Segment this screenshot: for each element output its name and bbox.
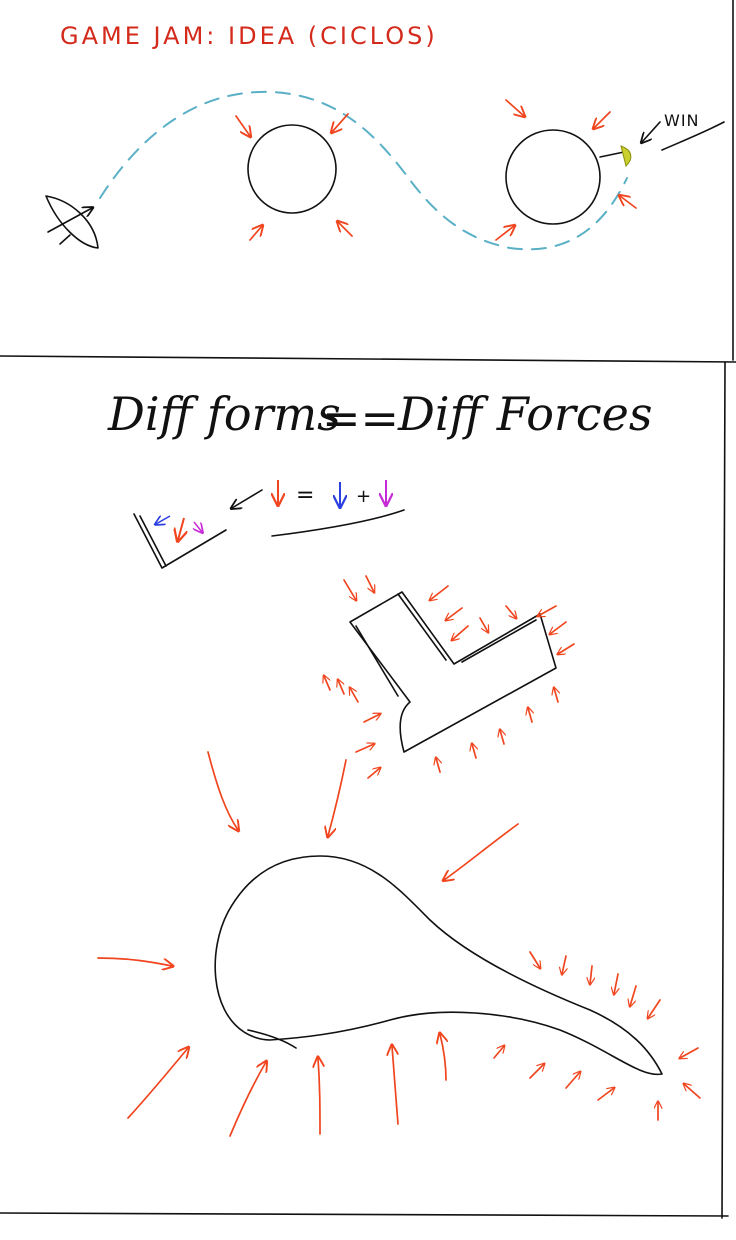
teardrop-form — [214, 855, 663, 1076]
corner-vector-sketch — [133, 489, 263, 569]
vector-sum-equation: = + — [272, 480, 405, 537]
heading-diff-forces: Diff Forces — [397, 387, 652, 441]
heading-diff-forms: Diff forms — [107, 387, 341, 441]
gravity-arrows-planet-1 — [235, 113, 353, 241]
force-arrows-l-shape — [324, 575, 575, 779]
trajectory-path — [99, 90, 628, 251]
win-label: WIN — [664, 111, 700, 130]
bow-icon — [45, 195, 99, 249]
goal-flag-icon — [599, 145, 632, 167]
panel-title: GAME JAM: IDEA (CICLOS) — [60, 22, 438, 50]
planet-icon — [247, 124, 337, 214]
equation-equals: = — [296, 483, 314, 508]
force-arrows-teardrop — [97, 751, 701, 1137]
win-arrow — [642, 121, 661, 142]
gravity-arrows-planet-2 — [495, 99, 637, 241]
heading-equals: == — [322, 391, 399, 445]
planet-icon — [505, 129, 601, 225]
equation-plus: + — [356, 486, 371, 507]
l-shape-form — [349, 591, 557, 753]
